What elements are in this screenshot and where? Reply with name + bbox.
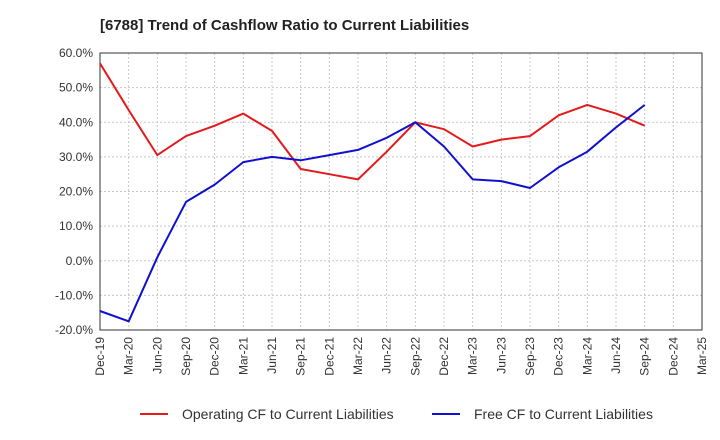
series-line-1 (99, 62, 646, 181)
x-tick-label: Dec-22 (437, 337, 451, 376)
x-tick-label: Jun-23 (494, 337, 508, 374)
legend-label-2: Free CF to Current Liabilities (474, 406, 653, 422)
y-tick-label: 50.0% (59, 81, 93, 95)
x-tick-label: Mar-20 (122, 337, 136, 375)
y-tick-label: -10.0% (55, 288, 93, 302)
x-axis-ticks: Dec-19 Mar-20 Jun-20 Sep-20 Dec-20 Mar-21 Jun-… (93, 337, 709, 376)
series-line-2 (99, 104, 646, 323)
x-tick-label: Sep-22 (408, 337, 422, 376)
y-tick-label: -20.0% (55, 323, 93, 337)
y-tick-label: 10.0% (59, 219, 93, 233)
x-tick-label: Sep-21 (294, 337, 308, 376)
x-tick-label: Jun-24 (609, 337, 623, 374)
x-tick-label: Dec-20 (208, 337, 222, 376)
x-tick-label: Jun-21 (265, 337, 279, 374)
x-tick-label: Jun-22 (380, 337, 394, 374)
y-tick-label: 40.0% (59, 115, 93, 129)
y-tick-label: 60.0% (59, 46, 93, 60)
x-tick-label: Sep-20 (179, 337, 193, 376)
x-tick-label: Dec-21 (322, 337, 336, 376)
x-tick-label: Mar-22 (351, 337, 365, 375)
y-tick-label: 20.0% (59, 185, 93, 199)
x-tick-label: Mar-25 (695, 337, 709, 375)
x-tick-label: Dec-24 (666, 337, 680, 376)
y-axis-ticks: 60.0% 50.0% 40.0% 30.0% 20.0% 10.0% 0.0% -10.0%… (55, 46, 93, 337)
grid (99, 52, 703, 331)
x-tick-label: Dec-19 (93, 337, 107, 376)
x-tick-label: Mar-23 (466, 337, 480, 375)
x-tick-label: Jun-20 (150, 337, 164, 374)
x-tick-label: Dec-23 (552, 337, 566, 376)
x-tick-label: Mar-21 (236, 337, 250, 375)
plot-frame (99, 52, 703, 331)
x-tick-label: Sep-23 (523, 337, 537, 376)
series (99, 62, 646, 323)
x-tick-label: Mar-24 (580, 337, 594, 375)
legend: Operating CF to Current Liabilities Free … (140, 406, 653, 422)
y-tick-label: 0.0% (66, 254, 94, 268)
x-tick-label: Sep-24 (638, 337, 652, 376)
chart-title: [6788] Trend of Cashflow Ratio to Curren… (100, 17, 469, 34)
legend-label-1: Operating CF to Current Liabilities (182, 406, 394, 422)
y-tick-label: 30.0% (59, 150, 93, 164)
